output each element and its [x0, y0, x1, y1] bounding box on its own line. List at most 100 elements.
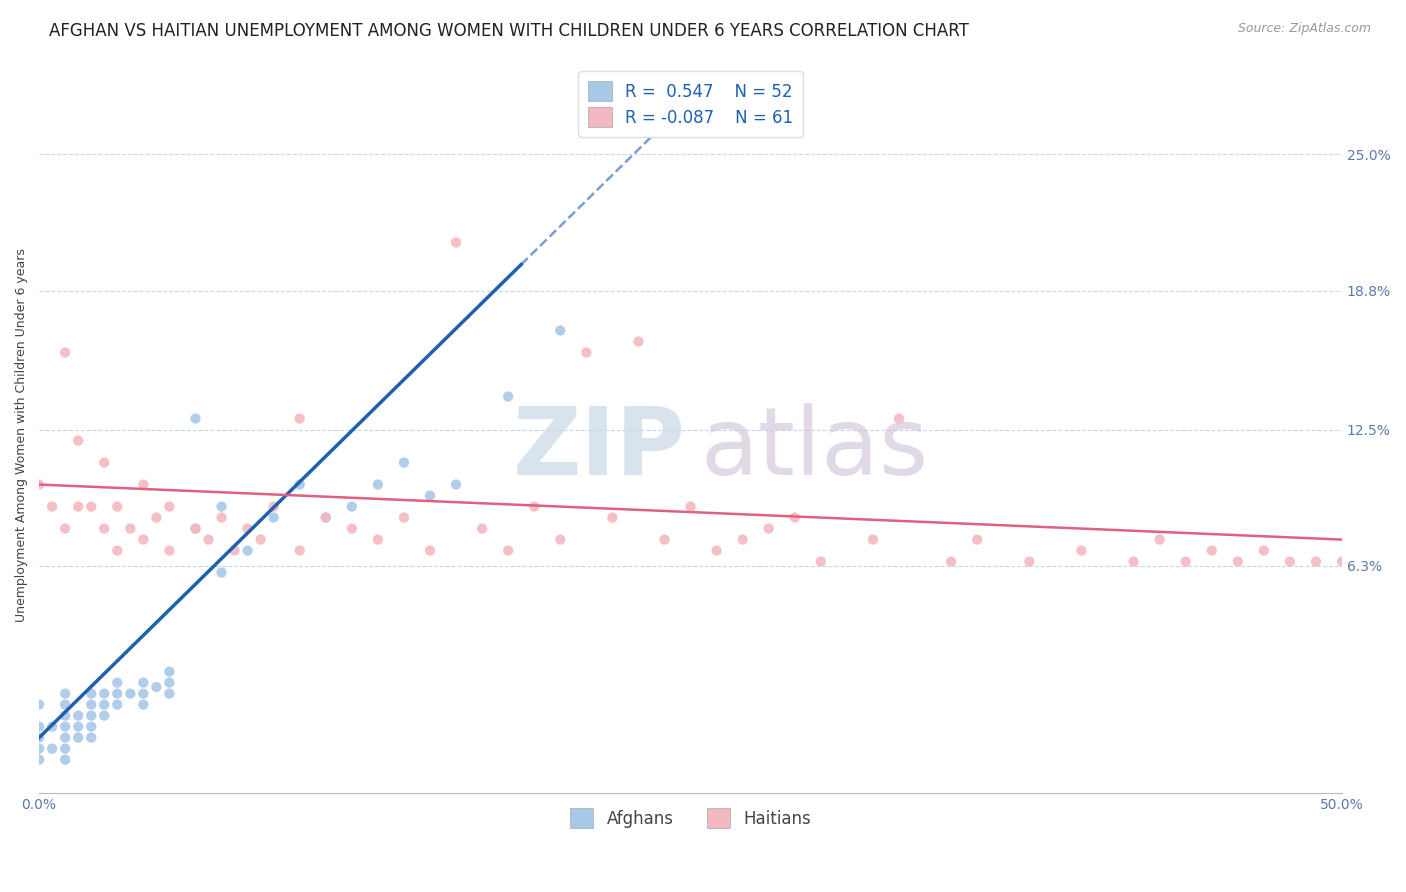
Point	[67, 720, 90, 734]
Point	[53, 741, 76, 756]
Point	[53, 720, 76, 734]
Point	[602, 510, 624, 524]
Point	[1278, 555, 1301, 569]
Point	[41, 741, 63, 756]
Point	[340, 500, 363, 514]
Point	[419, 543, 441, 558]
Point	[1122, 555, 1144, 569]
Point	[288, 411, 311, 425]
Point	[93, 522, 115, 536]
Point	[1253, 543, 1275, 558]
Point	[132, 675, 155, 690]
Point	[105, 698, 128, 712]
Point	[41, 500, 63, 514]
Point	[157, 665, 180, 679]
Point	[132, 687, 155, 701]
Point	[197, 533, 219, 547]
Point	[758, 522, 780, 536]
Point	[1149, 533, 1171, 547]
Point	[367, 533, 389, 547]
Text: ZIP: ZIP	[513, 403, 686, 495]
Point	[93, 456, 115, 470]
Point	[783, 510, 806, 524]
Point	[93, 708, 115, 723]
Point	[263, 500, 285, 514]
Point	[67, 434, 90, 448]
Point	[67, 731, 90, 745]
Point	[1330, 555, 1353, 569]
Point	[80, 720, 103, 734]
Point	[145, 680, 167, 694]
Point	[53, 708, 76, 723]
Point	[211, 510, 233, 524]
Point	[80, 698, 103, 712]
Point	[105, 543, 128, 558]
Point	[105, 500, 128, 514]
Point	[887, 411, 910, 425]
Point	[236, 522, 259, 536]
Point	[105, 687, 128, 701]
Point	[1018, 555, 1040, 569]
Point	[392, 456, 415, 470]
Point	[145, 510, 167, 524]
Point	[93, 687, 115, 701]
Point	[120, 522, 142, 536]
Point	[132, 477, 155, 491]
Point	[627, 334, 650, 349]
Point	[367, 477, 389, 491]
Point	[184, 522, 207, 536]
Point	[1070, 543, 1092, 558]
Point	[67, 708, 90, 723]
Point	[654, 533, 676, 547]
Point	[444, 477, 467, 491]
Point	[53, 731, 76, 745]
Point	[93, 698, 115, 712]
Point	[1201, 543, 1223, 558]
Point	[496, 390, 519, 404]
Point	[810, 555, 832, 569]
Point	[211, 566, 233, 580]
Point	[53, 345, 76, 359]
Point	[939, 555, 962, 569]
Point	[28, 731, 51, 745]
Point	[1226, 555, 1249, 569]
Point	[28, 741, 51, 756]
Point	[496, 543, 519, 558]
Point	[419, 489, 441, 503]
Point	[1305, 555, 1327, 569]
Point	[132, 533, 155, 547]
Point	[706, 543, 728, 558]
Point	[211, 500, 233, 514]
Point	[28, 720, 51, 734]
Point	[184, 411, 207, 425]
Point	[132, 698, 155, 712]
Point	[471, 522, 494, 536]
Point	[157, 675, 180, 690]
Point	[392, 510, 415, 524]
Point	[53, 698, 76, 712]
Point	[67, 500, 90, 514]
Point	[80, 708, 103, 723]
Point	[523, 500, 546, 514]
Text: AFGHAN VS HAITIAN UNEMPLOYMENT AMONG WOMEN WITH CHILDREN UNDER 6 YEARS CORRELATI: AFGHAN VS HAITIAN UNEMPLOYMENT AMONG WOM…	[49, 22, 969, 40]
Point	[862, 533, 884, 547]
Point	[157, 543, 180, 558]
Point	[548, 324, 571, 338]
Point	[315, 510, 337, 524]
Point	[28, 477, 51, 491]
Point	[249, 533, 271, 547]
Point	[53, 687, 76, 701]
Point	[315, 510, 337, 524]
Point	[263, 510, 285, 524]
Point	[157, 687, 180, 701]
Point	[80, 500, 103, 514]
Point	[105, 675, 128, 690]
Point	[548, 533, 571, 547]
Point	[679, 125, 702, 139]
Point	[575, 345, 598, 359]
Point	[120, 687, 142, 701]
Point	[236, 543, 259, 558]
Point	[288, 477, 311, 491]
Point	[288, 543, 311, 558]
Point	[1174, 555, 1197, 569]
